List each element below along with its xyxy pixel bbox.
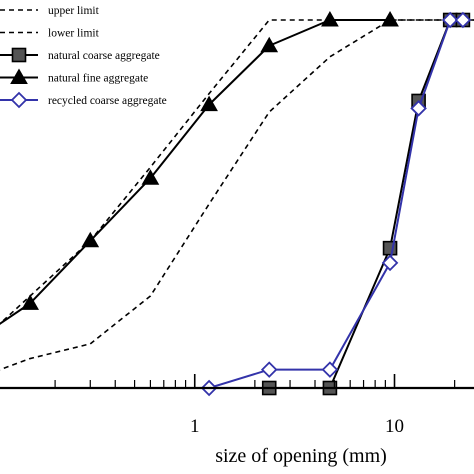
data-point-natural-fine-aggregate (321, 10, 339, 27)
legend-item-lower-limit: lower limit (0, 28, 100, 40)
legend: upper limit lower limit natural coarse agg… (0, 5, 167, 109)
legend-item-upper-limit: upper limit (0, 5, 100, 17)
data-point-recycled-coarse-aggregate (410, 100, 427, 117)
legend-marker (11, 47, 27, 63)
series-lower-limit (0, 19, 474, 371)
series-recycled-coarse-aggregate (200, 11, 472, 397)
data-point-natural-fine-aggregate (21, 294, 39, 310)
legend-item-recycled-coarse-aggregate: recycled coarse aggregate (0, 91, 167, 109)
legend-label: recycled coarse aggregate (48, 95, 167, 107)
legend-item-natural-coarse-aggregate: natural coarse aggregate (0, 47, 160, 63)
series-natural-fine-aggregate (0, 10, 399, 325)
legend-item-natural-fine-aggregate: natural fine aggregate (0, 68, 148, 85)
series-line-lower-limit (0, 19, 474, 371)
legend-label: natural coarse aggregate (48, 50, 160, 62)
series-line-natural-fine-aggregate (0, 19, 391, 325)
legend-label: lower limit (48, 28, 100, 40)
data-point-natural-fine-aggregate (200, 95, 218, 112)
data-point-recycled-coarse-aggregate (321, 361, 339, 378)
data-point-recycled-coarse-aggregate (381, 254, 399, 272)
data-point-natural-fine-aggregate (81, 231, 100, 248)
data-point-recycled-coarse-aggregate (454, 11, 472, 29)
x-tick-label-1: 1 (190, 416, 200, 437)
data-point-natural-fine-aggregate (381, 10, 399, 27)
legend-marker (10, 91, 28, 109)
x-axis-title: size of opening (mm) (215, 445, 387, 467)
x-axis: 1 10 (0, 374, 474, 437)
x-tick-label-10: 10 (385, 416, 404, 437)
data-point-natural-fine-aggregate (141, 169, 160, 185)
legend-marker (10, 68, 28, 84)
data-point-recycled-coarse-aggregate (260, 361, 278, 378)
data-point-recycled-coarse-aggregate (441, 11, 459, 29)
legend-label: upper limit (48, 5, 100, 17)
data-point-natural-fine-aggregate (260, 36, 279, 53)
legend-label: natural fine aggregate (48, 73, 148, 85)
